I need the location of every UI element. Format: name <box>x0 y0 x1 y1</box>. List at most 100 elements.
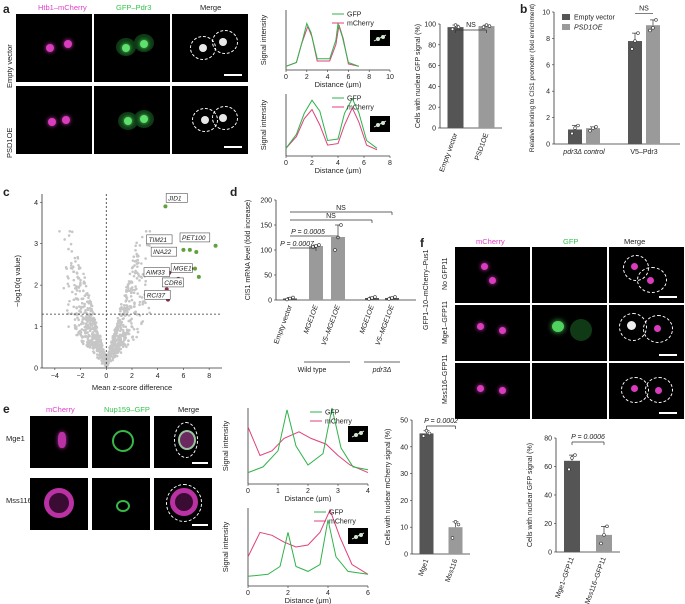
data-point <box>654 18 658 22</box>
data-point <box>95 330 98 334</box>
data-point <box>67 284 71 288</box>
data-point <box>144 257 147 260</box>
data-point <box>88 299 92 303</box>
data-point <box>80 314 83 318</box>
a-micrograph-mcherry-psd1 <box>16 86 92 154</box>
gene-label-box <box>143 267 170 277</box>
data-point <box>80 301 84 305</box>
data-point <box>76 255 80 259</box>
data-point <box>130 291 133 294</box>
a-col-label-1: Htb1–mCherry <box>38 3 87 12</box>
data-point <box>88 334 91 338</box>
f-micrograph-1-mcherry <box>455 247 530 303</box>
panel-label-a: a <box>3 2 10 16</box>
data-point <box>133 301 136 304</box>
data-point <box>138 303 141 307</box>
e-micrograph-mss116-gfp <box>92 478 150 530</box>
data-point <box>75 289 79 292</box>
data-point <box>121 328 125 332</box>
data-point <box>129 280 133 283</box>
data-point <box>144 301 147 305</box>
x-category-label: Empty vector <box>439 132 460 173</box>
data-point <box>144 283 147 287</box>
x-category-label: Mge1–GFP11 <box>555 556 576 599</box>
data-point <box>100 352 104 356</box>
data-point <box>370 296 374 300</box>
x-axis-label: Mean z-score difference <box>92 383 172 392</box>
data-point <box>367 297 371 301</box>
bar <box>646 25 660 145</box>
f-micrograph-3-merge <box>609 363 684 419</box>
x-category-label: Mss116 <box>445 558 460 583</box>
data-point <box>127 332 131 336</box>
data-point <box>651 26 655 30</box>
data-point <box>72 270 75 273</box>
data-point <box>79 281 82 285</box>
data-point <box>77 286 81 289</box>
highlight-point-green <box>181 247 186 252</box>
data-point <box>127 339 130 343</box>
significance-label: NS <box>466 22 476 29</box>
data-point <box>134 249 137 252</box>
series-line-gfp <box>285 97 378 149</box>
data-point <box>73 318 77 321</box>
y-axis-label: Cells with nuclear mCherry signal (%) <box>385 429 392 546</box>
data-point <box>108 347 112 351</box>
e-micrograph-mss116-merge <box>154 478 212 530</box>
data-point <box>427 431 432 436</box>
highlight-point-green <box>213 243 218 248</box>
f-micrograph-2-merge <box>609 305 684 361</box>
inset-dot <box>359 533 363 537</box>
data-point <box>314 244 318 248</box>
a-row-label-1: Empty vector <box>5 44 14 88</box>
significance-label: P = 0.0006 <box>571 434 605 441</box>
data-point <box>648 28 652 33</box>
data-point <box>636 31 640 35</box>
data-point <box>132 255 136 258</box>
data-point <box>79 331 83 334</box>
data-point <box>450 27 455 31</box>
x-axis-label: Distance (μm) <box>285 596 332 604</box>
data-point <box>77 323 81 327</box>
bar <box>568 129 582 144</box>
data-point <box>119 322 123 326</box>
significance-label: NS <box>336 205 346 212</box>
x-tick-label: 8 <box>388 160 392 167</box>
data-point <box>84 324 88 327</box>
panel-label-d: d <box>230 185 238 199</box>
data-point <box>135 241 138 245</box>
a-micrograph-merge-ev <box>172 14 248 82</box>
data-point <box>594 125 598 129</box>
data-point <box>136 330 140 334</box>
data-point <box>633 39 637 43</box>
e-profile-plot-1: 0 1 2 3 4 Distance (μm) Signal intensity GFP mCh… <box>221 407 370 502</box>
y-tick-label: 4 <box>546 89 550 96</box>
data-point <box>116 316 120 320</box>
data-point <box>125 290 128 293</box>
data-point <box>99 335 102 339</box>
data-point <box>97 343 100 347</box>
y-tick-label: 3 <box>34 241 38 248</box>
highlight-point-green <box>194 250 199 254</box>
data-point <box>123 334 127 337</box>
e-profile-plot-2: 0 2 4 6 Distance (μm) Signal intensity GFP mChe… <box>221 508 370 604</box>
data-point <box>85 343 89 346</box>
gene-label-box <box>179 232 211 243</box>
data-point <box>135 255 139 258</box>
data-point <box>291 295 295 300</box>
y-axis-label: Cells with nuclear GFP signal (%) <box>415 24 422 128</box>
data-point <box>110 348 114 352</box>
data-point <box>76 297 79 300</box>
data-point <box>93 340 97 344</box>
data-point <box>132 338 135 341</box>
data-point <box>62 286 66 290</box>
panel-label-e: e <box>3 402 10 416</box>
legend-label-gfp: GFP <box>329 510 344 517</box>
x-tick-label: 0 <box>246 590 250 597</box>
data-point <box>77 267 81 270</box>
y-tick-label: 0 <box>34 366 38 373</box>
data-point <box>90 339 94 343</box>
series-line-mcherry <box>285 106 378 151</box>
d-bar-chart: 0 50 100 150 200 CIS1 mRNA level (fold increa… <box>245 198 416 374</box>
data-point <box>95 347 99 350</box>
